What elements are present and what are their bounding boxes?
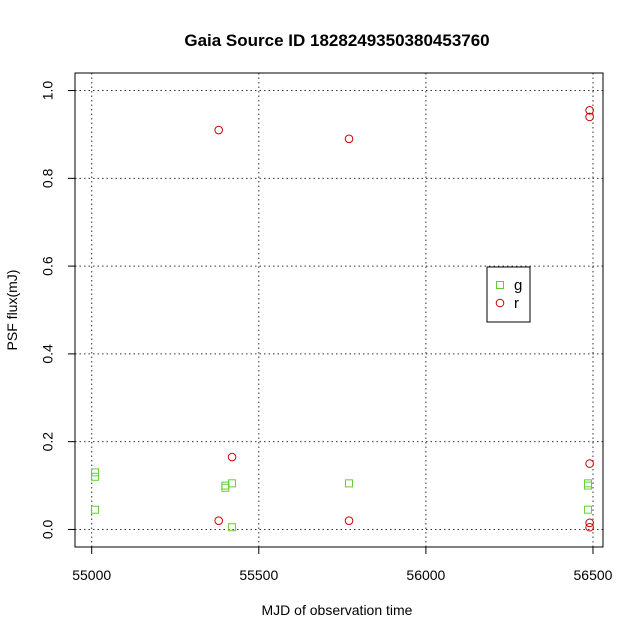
y-tick-label: 0.2 [40, 432, 56, 452]
y-axis-label: PSF flux(mJ) [4, 270, 20, 351]
x-tick-label: 56000 [406, 567, 445, 583]
data-point-r [585, 518, 594, 528]
y-tick-label: 0.0 [40, 520, 56, 540]
data-point-r [344, 134, 354, 144]
data-point-g [228, 523, 237, 532]
y-tick-label: 0.8 [40, 168, 56, 188]
chart-title: Gaia Source ID 1828249350380453760 [184, 31, 489, 50]
legend-label-g: g [514, 277, 522, 294]
data-point-r [214, 125, 223, 135]
legend: gr [486, 266, 531, 323]
data-point-g [221, 483, 230, 492]
data-point-r [344, 516, 354, 525]
y-axis: 0.0 0.2 0.4 0.6 0.8 1.0 [40, 81, 75, 540]
y-tick-label: 1.0 [40, 81, 56, 101]
data-point-r [585, 106, 594, 115]
data-point-g [91, 472, 100, 481]
data-point-g [583, 479, 592, 488]
data-point-r [227, 452, 237, 462]
data-point-g [228, 479, 237, 488]
y-tick-label: 0.6 [40, 256, 56, 276]
data-point-g [91, 468, 100, 477]
data-point-g [583, 505, 592, 514]
x-axis-label: MJD of observation time [262, 602, 413, 618]
x-tick-label: 55000 [72, 567, 111, 583]
data-point-r [585, 522, 594, 532]
legend-marker-g [496, 281, 504, 289]
data-point-g [345, 479, 354, 488]
data-point-r [585, 112, 594, 122]
data-point-g [583, 481, 592, 490]
legend-label-r: r [514, 295, 519, 312]
legend-marker-r [495, 298, 505, 308]
plot-frame [74, 72, 604, 548]
data-point-g [91, 505, 100, 514]
data-points [91, 106, 594, 532]
x-axis: 55000 55500 56000 56500 [72, 547, 613, 583]
data-point-r [214, 516, 223, 525]
x-tick-label: 56500 [574, 567, 613, 583]
data-point-g [221, 481, 230, 490]
y-tick-label: 0.4 [40, 344, 56, 364]
data-point-r [585, 459, 594, 468]
x-tick-label: 55500 [239, 567, 278, 583]
legend-box [486, 266, 531, 323]
